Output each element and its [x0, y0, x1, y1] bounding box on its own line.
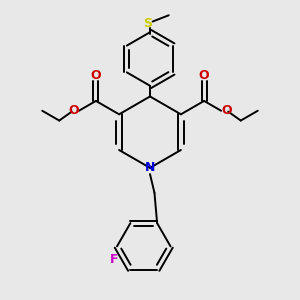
Text: S: S: [143, 17, 152, 30]
Text: O: O: [68, 104, 79, 117]
Text: O: O: [221, 104, 232, 117]
Text: F: F: [110, 253, 118, 266]
Text: N: N: [145, 161, 155, 174]
Text: O: O: [199, 69, 209, 82]
Text: O: O: [91, 69, 101, 82]
